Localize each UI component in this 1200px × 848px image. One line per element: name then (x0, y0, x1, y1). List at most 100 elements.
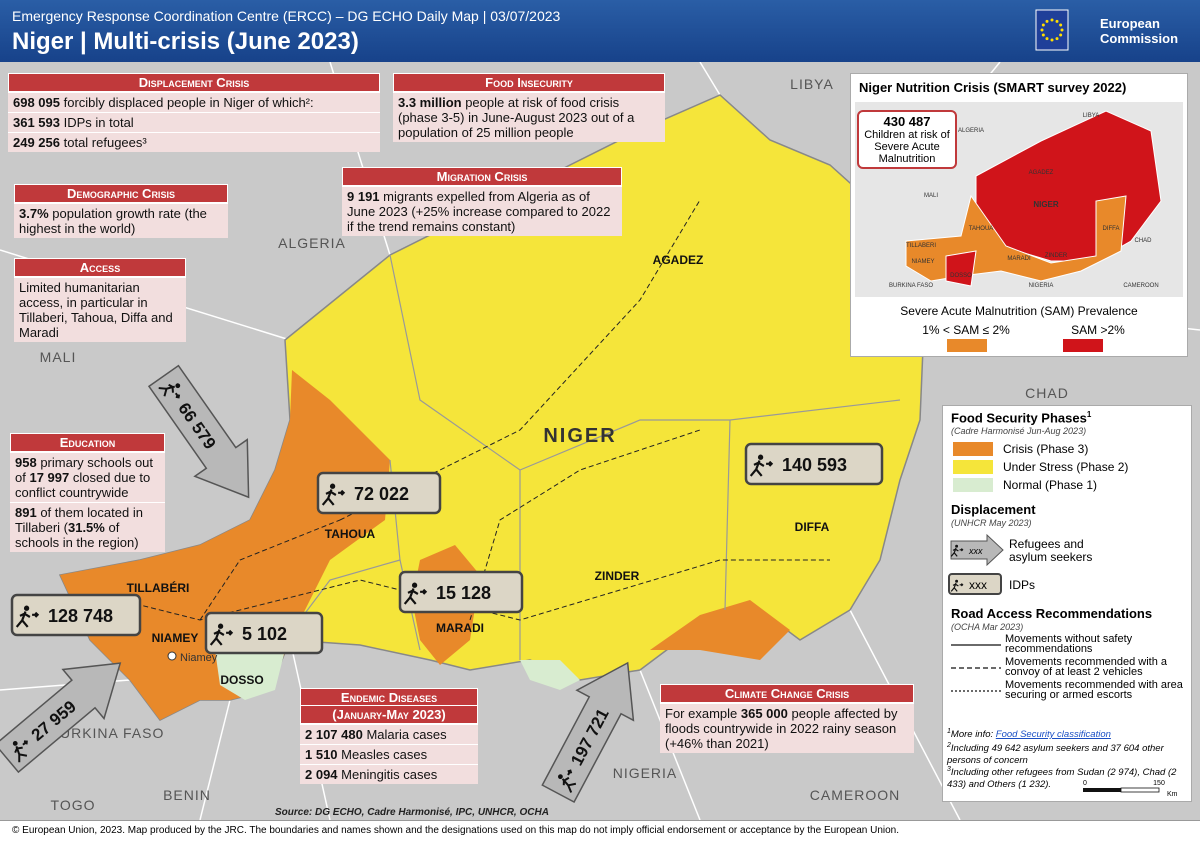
idps-label: IDPs (1009, 578, 1036, 592)
flag-star (1059, 33, 1063, 37)
box-text: For example (665, 706, 741, 721)
road-label: Movements recommended with area securing… (1005, 679, 1183, 701)
region-label: ZINDER (595, 569, 640, 583)
box-figure: 2 094 (305, 767, 338, 782)
road (199, 519, 341, 621)
box-text: population growth rate (the highest in t… (19, 206, 207, 236)
legend-source: (Cadre Harmonisé Jun-Aug 2023) (951, 426, 1087, 436)
box-subtitle: (January-May 2023) (300, 705, 478, 724)
region-border (299, 559, 401, 621)
inset-label: AGADEZ (1029, 170, 1054, 176)
inset-label: DIFFA (1102, 226, 1119, 232)
legend-heading: Road Access Recommendations (951, 606, 1153, 621)
inset-label: LIBYA (1083, 113, 1100, 119)
box-figure: 17 997 (29, 470, 70, 485)
box-row: 2 107 480 Malaria cases (300, 724, 478, 744)
box-row: 361 593 IDPs in total (8, 112, 380, 132)
sam-high (945, 250, 977, 287)
footnote-text: More info: (950, 729, 996, 741)
box-text: migrants expelled from Algeria as of Jun… (347, 189, 611, 234)
box-title: Climate Change Crisis (660, 684, 914, 703)
footnote-mark: 2 (947, 742, 951, 749)
legend-idp: xxx (948, 573, 1002, 595)
idp-box: 140 593 (744, 442, 884, 486)
country-label: BURKINA FASO (50, 725, 165, 741)
footnote-mark: 3 (947, 766, 951, 773)
callout-text: Children at risk of Severe Acute Malnutr… (864, 129, 950, 165)
runner-icon (209, 623, 234, 646)
idp-value: 128 748 (48, 606, 113, 626)
phase-label: Normal (Phase 1) (1003, 478, 1098, 492)
country-label: CHAD (1025, 385, 1069, 401)
country-border (699, 61, 721, 96)
inset-label: MARADI (1007, 256, 1031, 262)
arrow-shape (0, 662, 122, 774)
inset-label: NIAMEY (911, 259, 934, 265)
capital-marker (167, 651, 177, 661)
runner-head (175, 383, 181, 389)
flag-star (1041, 33, 1045, 37)
runner-body (950, 547, 964, 557)
box-figure: 365 000 (740, 706, 788, 721)
legend-source: (UNHCR May 2023) (951, 518, 1032, 528)
scale-seg (1083, 788, 1121, 792)
phase-swatch (953, 460, 993, 474)
inset-label: CAMEROON (1123, 283, 1158, 289)
idp-frame (204, 611, 324, 655)
info-box: Demographic Crisis 3.7% population growth… (14, 184, 228, 238)
inset-label: TAHOUA (969, 226, 994, 232)
box-figure: 2 107 480 (305, 727, 363, 742)
country-label: MALI (40, 349, 77, 365)
box-figure: 249 256 (13, 135, 60, 150)
country-label: LIBYA (790, 76, 834, 92)
scale-label: Km (1167, 791, 1178, 798)
region-label: TAHOUA (325, 527, 376, 541)
footnote: 3Including other refugees from Sudan (2 … (947, 764, 1187, 791)
inset-label: ZINDER (1045, 253, 1068, 259)
runner-body (950, 582, 964, 592)
crisis-area (650, 600, 790, 660)
info-box: Endemic Diseases (January-May 2023) 2 107 … (300, 688, 478, 784)
region-label: DIFFA (795, 520, 830, 534)
info-box: Displacement Crisis 698 095 forcibly disp… (8, 73, 380, 152)
arrow-shape (950, 533, 1004, 567)
road-symbol (951, 667, 1001, 669)
box-figure: 891 (15, 505, 37, 520)
footnote-link[interactable]: Food Security classification (995, 729, 1111, 741)
region-label: MARADI (436, 621, 484, 635)
runner-head (411, 582, 418, 588)
footnote: 1More info: Food Security classification (947, 726, 1187, 741)
runner-icon (403, 582, 428, 605)
scale-seg (1120, 787, 1160, 793)
country-label: BENIN (163, 787, 211, 803)
header-title: Niger | Multi-crisis (June 2023) (12, 28, 359, 55)
runner-body (403, 588, 428, 605)
runner-head (23, 605, 30, 611)
idp-frame (10, 593, 142, 637)
flag-star (1041, 23, 1045, 27)
phase-label: Crisis (Phase 3) (1003, 442, 1089, 456)
legend-symbol-text: xxx (969, 578, 987, 592)
region-border (389, 254, 901, 471)
box-row: 2 094 Meningitis cases (300, 764, 478, 784)
idp-value: 72 022 (354, 484, 409, 504)
sam-legend-swatch (947, 339, 987, 352)
runner-head (955, 544, 959, 548)
flag-star (1045, 19, 1049, 23)
normal-area (520, 660, 580, 690)
runner-body (14, 740, 28, 763)
box-text: primary schools out of (15, 455, 154, 485)
box-text: Measles cases (337, 747, 428, 762)
region-border (724, 419, 731, 611)
box-row: 958 primary schools out of 17 997 closed… (10, 452, 165, 502)
info-box: Access Limited humanitarian access, in pa… (14, 258, 186, 342)
country-label: CAMEROON (810, 787, 900, 803)
box-text: closed due to conflict countrywide (15, 470, 151, 500)
inset-label: TILLABERI (906, 243, 936, 249)
capital-label: Niamey (180, 652, 218, 664)
eu-flag (1035, 9, 1069, 51)
box-row: 1 510 Measles cases (300, 744, 478, 764)
sam-legend-swatch (1063, 339, 1103, 352)
flag-star (1055, 37, 1059, 41)
